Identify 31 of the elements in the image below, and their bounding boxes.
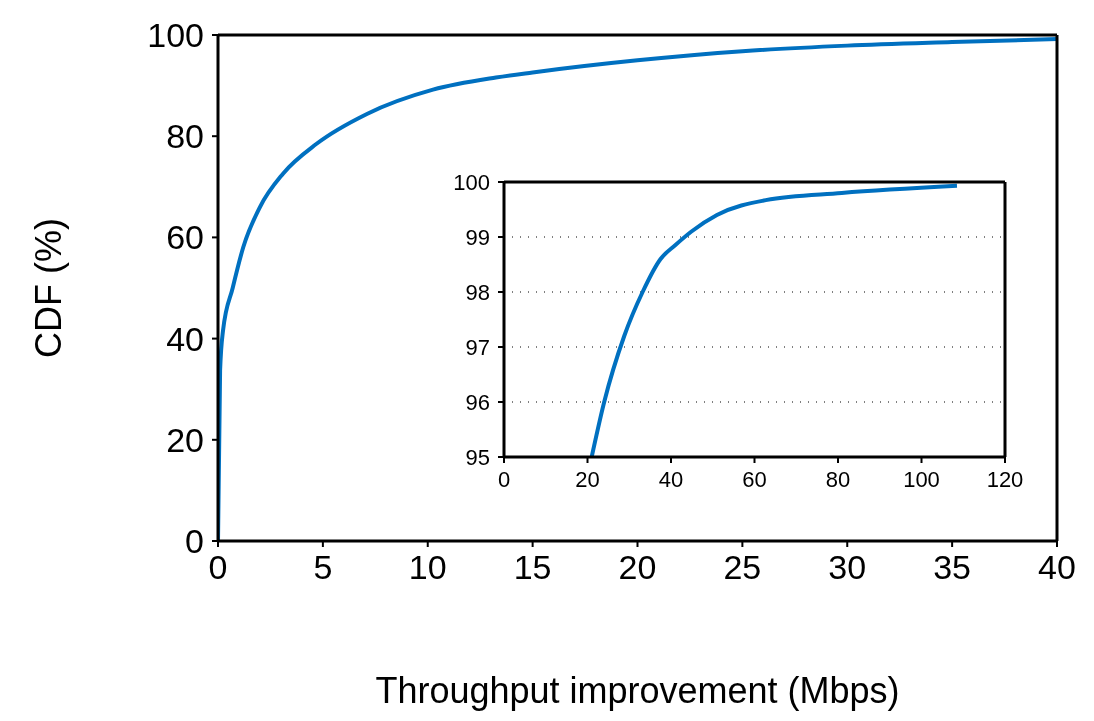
y-tick-label: 0 <box>185 522 204 561</box>
x-tick-label: 35 <box>933 548 972 587</box>
y-tick-label: 60 <box>166 218 204 257</box>
x-tick-label: 60 <box>742 466 767 492</box>
x-tick-label: 0 <box>208 548 228 587</box>
y-tick-label: 100 <box>147 16 204 55</box>
x-tick-label: 15 <box>513 548 552 587</box>
y-tick-label: 40 <box>166 319 204 358</box>
y-axis-title: CDF (%) <box>27 218 69 358</box>
x-tick-label: 20 <box>618 548 657 587</box>
y-tick-label: 80 <box>166 117 204 156</box>
x-tick-label: 120 <box>986 466 1024 492</box>
x-tick-label: 0 <box>497 466 511 492</box>
line-series <box>589 183 959 457</box>
x-tick-label: 5 <box>313 548 333 587</box>
y-tick-label: 20 <box>166 420 204 459</box>
x-tick-label: 100 <box>903 466 940 492</box>
y-tick-label: 96 <box>465 389 490 415</box>
x-tick-label: 30 <box>828 548 867 587</box>
x-tick-label: 80 <box>825 466 851 492</box>
x-tick-label: 10 <box>408 548 447 587</box>
y-tick-label: 99 <box>465 224 490 250</box>
y-tick-label: 100 <box>453 169 490 195</box>
x-axis-title: Throughput improvement (Mbps) <box>375 670 900 711</box>
x-tick-label: 20 <box>575 466 600 492</box>
x-tick-label: 25 <box>723 548 762 587</box>
y-tick-label: 95 <box>465 444 490 470</box>
y-tick-label: 97 <box>465 334 490 360</box>
x-tick-label: 40 <box>658 466 684 492</box>
y-tick-label: 98 <box>465 279 490 305</box>
x-tick-label: 40 <box>1038 548 1076 587</box>
